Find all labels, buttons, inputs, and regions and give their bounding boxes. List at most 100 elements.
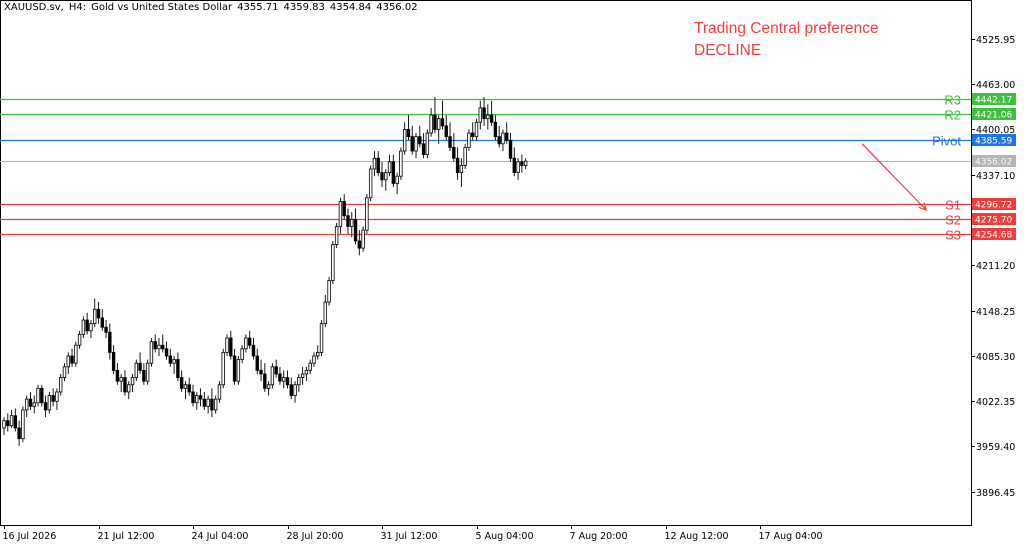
candle (59, 373, 63, 396)
candle (486, 104, 490, 130)
candle (274, 359, 278, 378)
candle (414, 133, 418, 159)
candle-body (474, 121, 479, 138)
candle (297, 373, 301, 392)
candle (395, 172, 399, 195)
candle (444, 115, 448, 141)
candle (289, 377, 293, 400)
candle (436, 115, 441, 144)
candle-body (51, 395, 55, 402)
candle-body (183, 384, 188, 389)
price-tag-r2-bg (972, 108, 1016, 120)
candle (2, 417, 6, 436)
candle (482, 97, 486, 126)
candle (501, 129, 505, 152)
candle-body (96, 308, 101, 319)
candle-body (59, 377, 63, 393)
candle (357, 230, 362, 256)
plot-area[interactable] (0, 0, 972, 526)
candle-body (55, 391, 59, 402)
candle-body (512, 157, 516, 174)
candle-body (217, 384, 222, 400)
time-axis[interactable]: 16 Jul 2026 21 Jul 12:00 24 Jul 04:00 28 Ju… (3, 525, 823, 542)
candle-body (179, 377, 184, 389)
candle-body (17, 427, 21, 440)
y-tick-label: 4525.95 (976, 35, 1015, 46)
candle-body (497, 136, 501, 145)
x-tick-label: 28 Jul 20:00 (287, 531, 344, 542)
candle (21, 406, 25, 443)
candle (433, 97, 437, 134)
candle (195, 391, 199, 410)
candle-body (334, 226, 339, 245)
candle (247, 330, 252, 349)
candle (134, 359, 138, 382)
candle-body (440, 118, 445, 127)
candle (478, 100, 482, 130)
candle-body (342, 200, 346, 217)
candle-body (418, 136, 422, 145)
candle-body (40, 387, 44, 404)
price-tag-s2-bg (972, 213, 1016, 225)
candle-body (108, 331, 112, 353)
candle-body (213, 398, 218, 411)
candle-body (308, 362, 312, 371)
candle-body (21, 409, 25, 440)
level-name-s1: S1 (945, 198, 961, 213)
level-name-r2: R2 (944, 108, 961, 123)
candle (202, 391, 207, 410)
candle (55, 388, 59, 410)
candle-body (372, 157, 377, 170)
candle (263, 363, 267, 392)
preference-direction: DECLINE (694, 42, 762, 59)
instrument-description: Gold vs United States Dollar (91, 2, 233, 13)
candle (418, 125, 422, 148)
candle (497, 125, 501, 148)
candle (6, 413, 10, 432)
price-tag-s3: 4254.68 (975, 231, 1012, 241)
candle (474, 118, 479, 141)
price-tag-r3-bg (972, 93, 1016, 105)
candle (123, 370, 127, 396)
chart-header: XAUUSD.sv, H4: Gold vs United States Dolla… (4, 2, 423, 13)
candle (221, 348, 225, 389)
candle-body (172, 359, 176, 364)
candle (353, 208, 358, 245)
candle (365, 194, 369, 234)
candle (213, 395, 218, 414)
candle (51, 388, 55, 407)
candle (161, 334, 165, 353)
candle (225, 334, 229, 356)
candle-body (274, 366, 278, 375)
candle (293, 381, 297, 403)
candle (300, 366, 305, 385)
candle-body (357, 240, 362, 249)
candle-body (376, 157, 380, 174)
candle (142, 363, 146, 385)
candle-body (508, 139, 513, 159)
candle (520, 154, 524, 173)
trading-central-preference: Trading Central preference DECLINE (694, 18, 879, 62)
candle (516, 158, 520, 180)
candle-body (486, 114, 490, 120)
candle (183, 381, 188, 400)
candle-body (9, 415, 14, 427)
candle-body (300, 373, 305, 378)
candle-body (153, 341, 157, 350)
candle-body (225, 337, 229, 353)
candle (168, 348, 173, 367)
candle-body (176, 359, 180, 378)
candle (376, 151, 380, 177)
candle (425, 129, 430, 159)
candle (452, 133, 456, 162)
candle-body (191, 391, 195, 404)
candle-body (444, 125, 448, 138)
price-axis[interactable]: 4525.954463.004400.054337.104274.154211.… (971, 35, 1016, 499)
candle (119, 373, 123, 392)
candle (240, 345, 244, 364)
high-value: 4359.83 (283, 2, 325, 13)
candle-body (410, 136, 414, 152)
candle-body (505, 132, 509, 141)
candle-body (523, 160, 528, 166)
